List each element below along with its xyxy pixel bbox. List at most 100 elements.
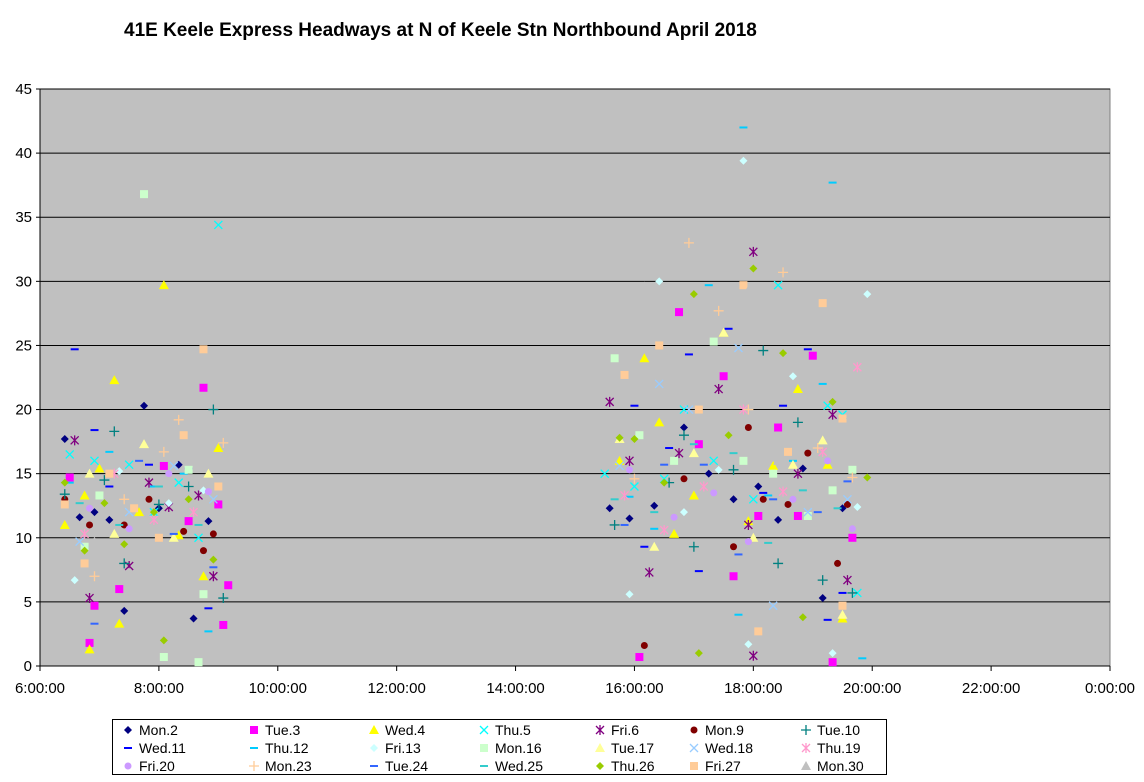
series-fri-20 bbox=[86, 457, 856, 546]
data-point bbox=[60, 478, 69, 487]
data-point bbox=[683, 237, 694, 248]
data-point bbox=[792, 417, 803, 428]
data-point bbox=[114, 618, 125, 628]
data-point bbox=[89, 571, 100, 582]
data-point bbox=[704, 469, 713, 478]
legend-label: Mon.16 bbox=[495, 740, 542, 756]
series-mon-9 bbox=[61, 424, 851, 649]
data-point bbox=[213, 443, 224, 453]
data-point bbox=[193, 562, 204, 572]
series-tue-3 bbox=[65, 308, 857, 667]
legend-label: Thu.26 bbox=[611, 758, 655, 774]
data-point bbox=[670, 513, 678, 521]
legend-item: Fri.20 bbox=[121, 757, 175, 775]
chart-title: 41E Keele Express Headways at N of Keele… bbox=[124, 20, 757, 41]
data-point bbox=[153, 567, 164, 577]
legend-item: Wed.4 bbox=[367, 721, 425, 739]
data-point bbox=[789, 495, 797, 503]
data-point bbox=[670, 456, 679, 465]
data-point bbox=[680, 475, 688, 483]
data-point bbox=[804, 449, 812, 457]
data-point bbox=[837, 609, 848, 619]
legend-label: Wed.25 bbox=[495, 758, 543, 774]
data-point bbox=[853, 503, 862, 512]
data-point bbox=[803, 507, 813, 517]
data-point bbox=[125, 525, 133, 533]
legend-label: Tue.3 bbox=[265, 722, 301, 738]
legend-label: Mon.9 bbox=[705, 722, 744, 738]
data-point bbox=[842, 494, 852, 504]
data-point bbox=[203, 468, 214, 478]
data-point bbox=[709, 337, 718, 346]
data-point bbox=[778, 267, 789, 278]
data-point bbox=[109, 528, 120, 538]
data-point bbox=[60, 500, 69, 509]
data-point bbox=[144, 477, 154, 488]
data-point bbox=[145, 495, 153, 503]
data-point bbox=[89, 536, 100, 546]
y-tick-label: 0 bbox=[24, 658, 32, 675]
data-point bbox=[189, 614, 198, 623]
data-point bbox=[739, 456, 748, 465]
y-tick-label: 15 bbox=[15, 466, 32, 483]
data-point bbox=[183, 481, 194, 492]
data-point bbox=[744, 424, 752, 432]
data-point bbox=[625, 590, 634, 599]
x-tick-label: 22:00:00 bbox=[962, 680, 1020, 697]
data-point bbox=[218, 593, 229, 604]
data-point bbox=[194, 658, 203, 667]
legend-marker bbox=[595, 743, 605, 752]
data-point bbox=[824, 457, 832, 465]
data-point bbox=[848, 533, 857, 542]
legend-item: Mon.23 bbox=[247, 757, 312, 775]
data-point bbox=[179, 431, 188, 440]
data-point bbox=[224, 581, 233, 590]
data-point bbox=[684, 405, 694, 415]
data-point bbox=[710, 489, 718, 497]
data-point bbox=[615, 433, 624, 442]
data-point bbox=[863, 473, 872, 482]
data-point bbox=[729, 572, 738, 581]
legend-label: Mon.23 bbox=[265, 758, 312, 774]
data-point bbox=[713, 305, 724, 316]
legend-marker bbox=[596, 762, 604, 770]
data-point bbox=[629, 482, 639, 491]
legend-marker-icon bbox=[479, 725, 489, 735]
y-tick-label: 40 bbox=[15, 145, 32, 162]
data-point bbox=[79, 490, 90, 500]
data-point bbox=[818, 299, 827, 308]
data-point bbox=[808, 351, 817, 360]
data-point bbox=[158, 446, 169, 457]
data-point bbox=[189, 507, 199, 518]
data-point bbox=[730, 543, 738, 551]
legend-item: Wed.25 bbox=[477, 757, 543, 775]
data-point bbox=[90, 508, 99, 517]
legend-label: Fri.6 bbox=[611, 722, 639, 738]
data-point bbox=[130, 504, 139, 513]
legend-marker-icon bbox=[250, 726, 258, 734]
legend-marker bbox=[801, 725, 811, 735]
legend-label: Mon.2 bbox=[139, 722, 178, 738]
legend-item: Mon.2 bbox=[121, 721, 178, 739]
series-thu-26 bbox=[60, 264, 872, 658]
data-point bbox=[75, 513, 84, 522]
data-point bbox=[620, 490, 629, 501]
data-point bbox=[769, 469, 778, 478]
legend-marker-icon bbox=[124, 747, 132, 749]
data-point bbox=[688, 267, 699, 277]
data-point bbox=[848, 525, 856, 533]
legend-marker bbox=[369, 725, 379, 734]
data-point bbox=[94, 463, 105, 473]
data-point bbox=[848, 465, 857, 474]
data-point bbox=[199, 345, 208, 354]
data-point bbox=[729, 495, 738, 504]
plot-area bbox=[39, 88, 1111, 667]
legend-label: Fri.20 bbox=[139, 758, 175, 774]
data-point bbox=[159, 461, 168, 470]
data-point bbox=[852, 362, 862, 373]
data-point bbox=[120, 540, 129, 549]
legend-marker bbox=[689, 743, 699, 753]
data-point bbox=[168, 532, 179, 542]
data-point bbox=[758, 345, 769, 356]
data-point bbox=[748, 494, 758, 504]
